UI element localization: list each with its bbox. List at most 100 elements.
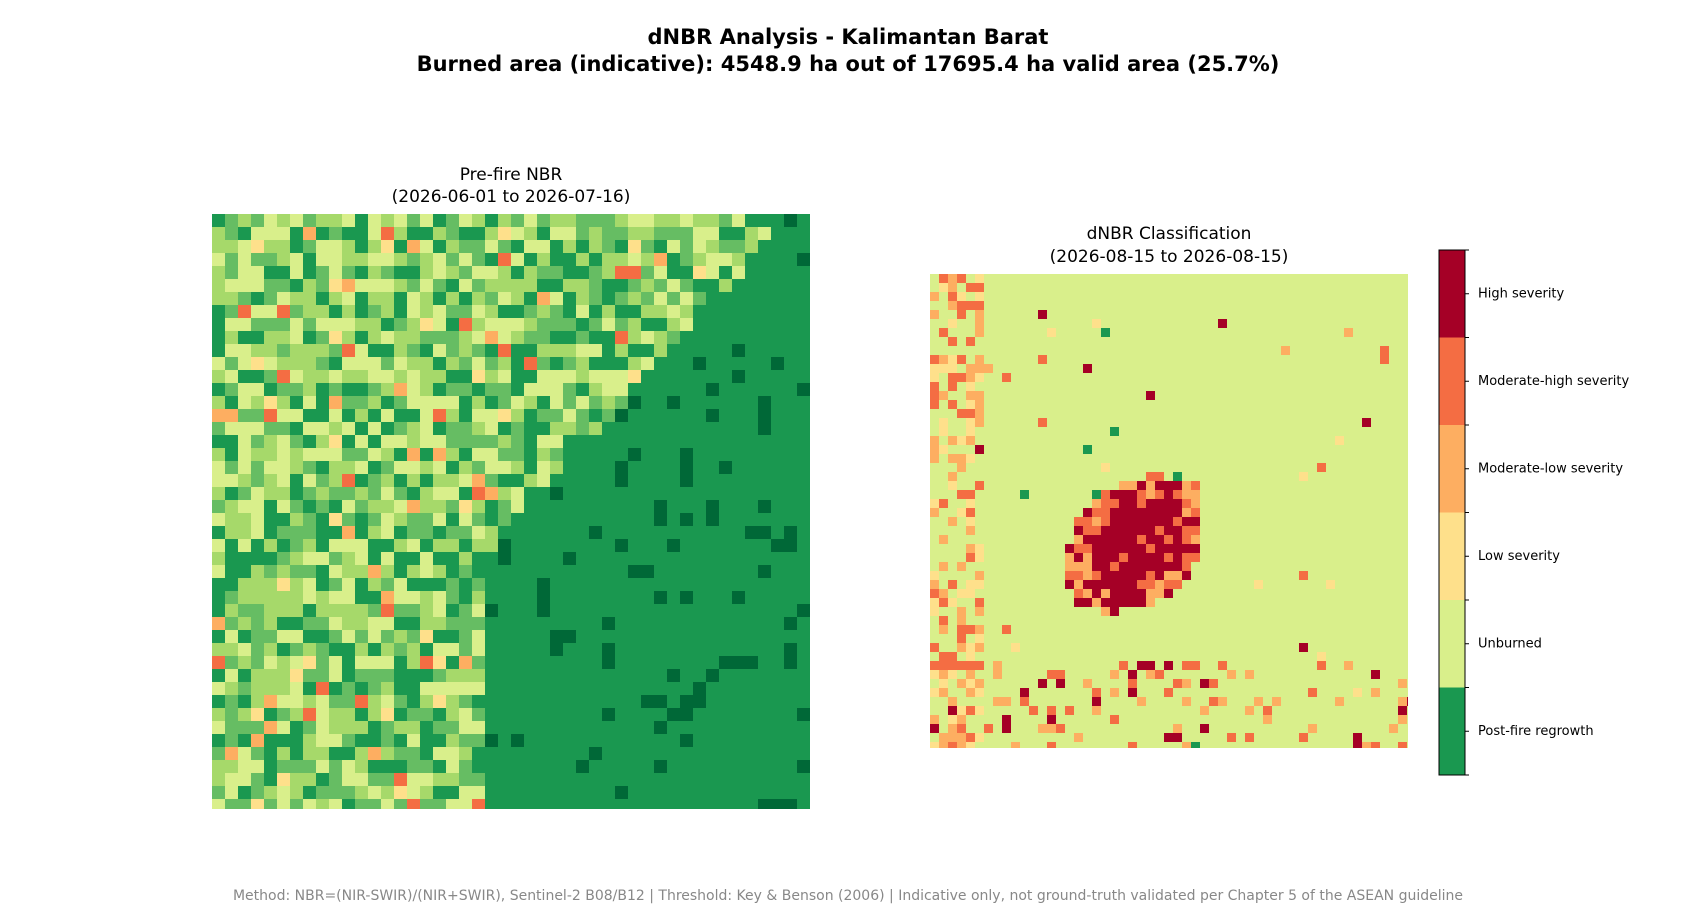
pixel [433,266,446,279]
pixel [290,318,303,331]
pixel [537,279,550,292]
pixel [1110,697,1119,706]
pixel [680,513,693,526]
pixel [1119,526,1128,535]
pixel [1065,742,1074,748]
pixel [316,461,329,474]
pixel [1011,643,1020,652]
pixel [957,715,966,724]
pixel [238,292,251,305]
pixel [1137,355,1146,364]
pixel [1254,688,1263,697]
pixel [212,747,225,760]
pixel [1191,517,1200,526]
pixel [524,760,537,773]
pixel [1326,571,1335,580]
pixel [329,318,342,331]
pixel [1245,337,1254,346]
pixel [1398,706,1407,715]
pixel [459,617,472,630]
pixel [948,337,957,346]
pixel [1299,319,1308,328]
pixel [1398,616,1407,625]
pixel [797,760,810,773]
pixel [1047,580,1056,589]
pixel [472,799,485,809]
pixel [368,669,381,682]
pixel [1290,544,1299,553]
pixel [537,448,550,461]
pixel [930,616,939,625]
pixel [1137,535,1146,544]
pixel [1110,328,1119,337]
pixel [939,715,948,724]
pixel [316,357,329,370]
pixel [667,643,680,656]
pixel [1074,697,1083,706]
pixel [615,617,628,630]
pixel [1236,553,1245,562]
pixel [784,305,797,318]
pixel [1245,310,1254,319]
pixel [1146,472,1155,481]
pixel [225,669,238,682]
pixel [984,706,993,715]
pixel [1371,418,1380,427]
pixel [654,370,667,383]
pixel [368,539,381,552]
pixel [930,661,939,670]
pixel [1353,598,1362,607]
pixel [511,630,524,643]
pixel [1047,463,1056,472]
pixel [420,409,433,422]
pixel [1299,328,1308,337]
pixel [589,318,602,331]
pixel [939,400,948,409]
pixel [368,461,381,474]
pixel [948,463,957,472]
pixel [1236,310,1245,319]
pixel [1101,625,1110,634]
pixel [563,318,576,331]
pixel [303,370,316,383]
pixel [1362,337,1371,346]
pixel [1065,445,1074,454]
pixel [420,318,433,331]
pixel [238,630,251,643]
pixel [1110,382,1119,391]
pixel [1074,661,1083,670]
pixel [433,240,446,253]
pixel [1182,337,1191,346]
pixel [706,721,719,734]
pixel [1182,607,1191,616]
pixel [1362,472,1371,481]
pixel [446,474,459,487]
pixel [1236,616,1245,625]
pixel [472,552,485,565]
pixel [1083,598,1092,607]
pixel [1353,706,1362,715]
pixel [1353,688,1362,697]
pixel [641,539,654,552]
pixel [264,617,277,630]
pixel [1263,607,1272,616]
pixel [930,634,939,643]
pixel [1119,643,1128,652]
pixel [939,697,948,706]
pixel [948,355,957,364]
pixel [1038,706,1047,715]
pixel [1002,409,1011,418]
pixel [654,448,667,461]
pixel [1119,481,1128,490]
pixel [1398,733,1407,742]
pixel [1092,670,1101,679]
pixel [1119,283,1128,292]
pixel [1011,589,1020,598]
pixel [1218,562,1227,571]
pixel [1236,274,1245,283]
pixel [1182,445,1191,454]
pixel [498,552,511,565]
pixel [433,708,446,721]
pixel [1308,643,1317,652]
pixel [381,656,394,669]
